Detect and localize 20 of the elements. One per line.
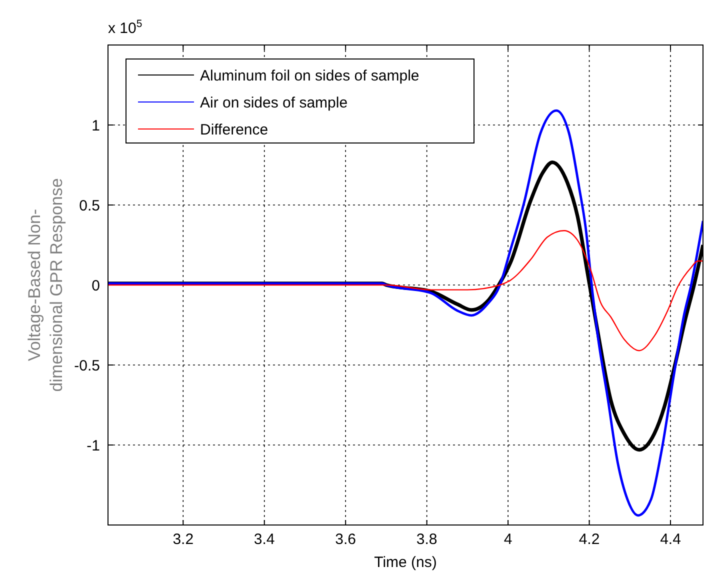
y-tick-label: 1 (92, 117, 100, 134)
x-tick-label: 3.8 (416, 531, 438, 548)
text: x 10$^{5}$ (108, 18, 142, 37)
line-series (108, 109, 703, 517)
x-tick-label: 4.4 (660, 531, 681, 548)
legend-label: Air on sides of sample (200, 94, 348, 112)
x-tick-label: 3.6 (335, 531, 356, 548)
line-series (108, 230, 703, 352)
x-tick-label: 4 (504, 531, 512, 548)
x-tick-label: 4.2 (578, 531, 600, 548)
x-tick-label: 3.2 (172, 531, 194, 548)
y-tick-label: 0.5 (79, 197, 100, 214)
y-axis-title: Voltage-Based Non-dimensional GPR Response (25, 178, 66, 392)
y-tick-label: 0 (92, 277, 100, 294)
x-axis-title: Time (ns) (374, 554, 437, 571)
x-tick-label: 3.4 (254, 531, 275, 548)
y-tick-label: -0.5 (74, 357, 100, 374)
legend-label: Difference (200, 121, 268, 138)
y-tick-label: -1 (86, 437, 100, 454)
legend-label: Aluminum foil on sides of sample (200, 67, 420, 84)
